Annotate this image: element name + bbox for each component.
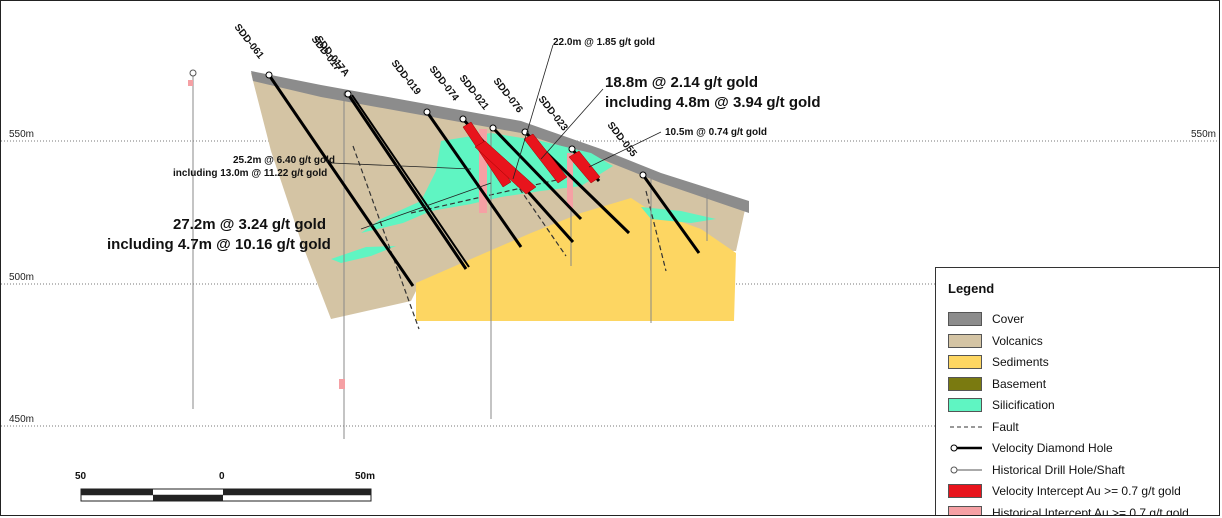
historical-intercept-3	[479, 129, 487, 213]
legend-label: Velocity Intercept Au >= 0.7 g/t gold	[992, 484, 1181, 498]
legend-item-cover: Cover	[948, 310, 1024, 328]
hole-sdd-021	[489, 124, 583, 221]
silicification-right	[641, 207, 716, 223]
hole-label-sdd-023: SDD-023	[536, 94, 570, 134]
legend-label: Volcanics	[992, 333, 1043, 348]
intercept-annotation-25-2-incl: including 13.0m @ 11.22 g/t gold	[173, 168, 327, 179]
leader-18-8	[540, 88, 604, 160]
hole-label-sdd-019: SDD-019	[389, 58, 423, 98]
legend-item-velocity-diamond-hole: Velocity Diamond Hole	[948, 439, 1113, 457]
hole-label-sdd-017a: SDD-017A	[313, 34, 351, 79]
legend-label: Fault	[992, 419, 1019, 434]
legend-item-volcanics: Volcanics	[948, 332, 1043, 350]
historical-intercept-2	[339, 379, 345, 389]
legend-swatch	[948, 462, 984, 478]
cover-unit	[251, 71, 749, 213]
legend-label: Basement	[992, 376, 1047, 391]
scale-label-middle: 0	[219, 471, 225, 482]
hole-sdd-017a	[351, 94, 470, 268]
legend-swatch	[948, 419, 984, 435]
legend-label: Historical Drill Hole/Shaft	[992, 462, 1125, 477]
intercept-annotation-18-8: 18.8m @ 2.14 g/t gold	[605, 74, 758, 91]
intercept-annotation-18-8-incl: including 4.8m @ 3.94 g/t gold	[605, 94, 821, 111]
elev-label-450: 450m	[9, 414, 34, 425]
legend-panel: Legend Cover Volcanics Sediments Basement Si…	[935, 267, 1219, 516]
legend-item-basement: Basement	[948, 375, 1046, 393]
legend-label: Sediments	[992, 355, 1049, 369]
legend-swatch	[948, 440, 984, 456]
historical-collar-1	[189, 69, 197, 77]
legend-swatch	[948, 376, 984, 392]
historical-intercept-4	[567, 153, 573, 208]
sediments-unit	[416, 198, 736, 321]
elev-label-550: 550m	[9, 129, 34, 140]
hole-label-sdd-074: SDD-074	[427, 64, 461, 104]
legend-swatch	[948, 311, 984, 327]
legend-item-historical-drill-hole-shaft: Historical Drill Hole/Shaft	[948, 461, 1125, 479]
intercept-annotation-22-0: 22.0m @ 1.85 g/t gold	[553, 37, 655, 48]
legend-swatch	[948, 397, 984, 413]
fault-4	[645, 190, 667, 272]
legend-swatch	[948, 505, 984, 515]
hole-label-sdd-061: SDD-061	[232, 22, 266, 62]
silicification-left	[331, 246, 396, 263]
hole-sdd-061	[265, 71, 415, 287]
scale-bar: 50 0 50m	[75, 471, 375, 502]
leader-27-2	[360, 182, 492, 230]
leader-10-5	[588, 131, 662, 168]
legend-label: Historical Intercept Au >= 0.7 g/t gold	[992, 505, 1189, 516]
legend-label: Silicification	[992, 398, 1055, 412]
intercept-annotation-25-2: 25.2m @ 6.40 g/t gold	[233, 155, 335, 166]
intercept-annotation-27-2: 27.2m @ 3.24 g/t gold	[173, 216, 326, 233]
fault-1	[352, 145, 420, 330]
legend-swatch	[948, 483, 984, 499]
velocity-intercept-3	[523, 133, 568, 184]
intercept-annotation-10-5: 10.5m @ 0.74 g/t gold	[665, 127, 767, 138]
legend-item-sediments: Sediments	[948, 353, 1049, 371]
legend-item-historical-intercept-au-0-7-g-t-gold: Historical Intercept Au >= 0.7 g/t gold	[948, 504, 1189, 516]
elev-label-550-right: 550m	[1191, 129, 1216, 140]
leader-25-2	[330, 162, 472, 170]
velocity-intercept-2	[474, 140, 537, 195]
legend-label: Velocity Diamond Hole	[992, 441, 1113, 455]
hole-sdd-019	[423, 108, 523, 248]
scale-label-right: 50m	[355, 471, 375, 482]
legend-item-fault: Fault	[948, 418, 1019, 436]
velocity-intercept-4	[568, 150, 601, 184]
legend-swatch	[948, 354, 984, 370]
leader-22-0	[512, 44, 554, 180]
intercept-annotation-27-2-incl: including 4.7m @ 10.16 g/t gold	[107, 236, 331, 253]
legend-title: Legend	[948, 281, 995, 296]
hole-sdd-055	[639, 171, 701, 254]
hole-sdd-017	[344, 90, 468, 270]
hole-label-sdd-021: SDD-021	[457, 73, 491, 113]
scale-label-left: 50	[75, 471, 87, 482]
legend-label: Cover	[992, 312, 1025, 326]
legend-item-silicification: Silicification	[948, 396, 1055, 414]
legend-item-velocity-intercept-au-0-7-g-t-gold: Velocity Intercept Au >= 0.7 g/t gold	[948, 482, 1181, 500]
hole-label-sdd-076: SDD-076	[491, 76, 525, 116]
legend-swatch	[948, 333, 984, 349]
elev-label-500: 500m	[9, 272, 34, 283]
historical-intercept-1	[188, 80, 193, 86]
